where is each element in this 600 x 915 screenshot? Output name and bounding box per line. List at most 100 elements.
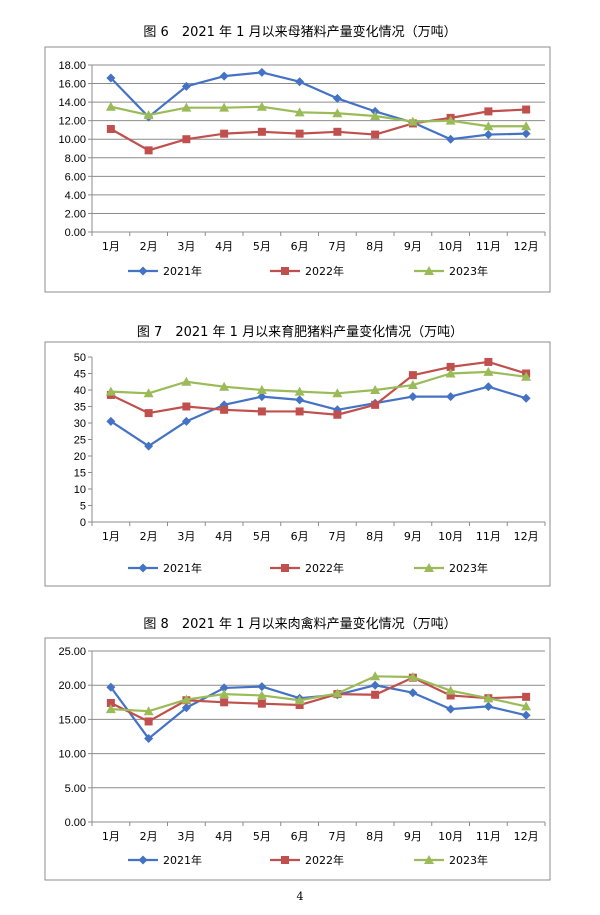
data-point [483, 693, 494, 703]
data-point [371, 400, 380, 409]
data-point [257, 407, 266, 416]
data-point [106, 682, 116, 692]
data-point [407, 671, 418, 681]
y-tick-label: 12.00 [58, 116, 86, 128]
data-point [257, 127, 266, 136]
y-tick-label: 15.00 [58, 714, 86, 726]
chart-svg: 0 5 10 15 20 25 30 35 40 45 50 1月 2月 3月 4月 5月 6月 7月 8月 9月 10… [44, 341, 551, 587]
x-tick-label: 5月 [253, 830, 271, 843]
data-point [219, 381, 230, 391]
y-tick-label: 0 [80, 517, 86, 529]
legend-label: 2022年 [305, 853, 344, 867]
series-line [110, 676, 527, 723]
data-point [294, 107, 305, 117]
series-line [110, 108, 527, 152]
x-tick-label: 7月 [328, 830, 346, 843]
y-tick-label: 20 [74, 451, 86, 463]
y-tick-label: 0.00 [65, 227, 86, 239]
legend-item: 2022年 [270, 264, 344, 278]
x-tick-label: 9月 [404, 830, 422, 843]
legend-label: 2022年 [305, 264, 344, 278]
x-tick-label: 1月 [102, 830, 120, 843]
data-point [143, 110, 154, 120]
data-point [445, 115, 456, 125]
x-tick-label: 5月 [253, 530, 271, 543]
chart-frame [44, 341, 551, 587]
x-tick-label: 3月 [177, 830, 195, 843]
data-point [219, 102, 230, 112]
data-point [181, 416, 191, 426]
data-point [294, 695, 305, 705]
data-point [106, 416, 116, 426]
data-point [295, 395, 305, 405]
data-point [144, 717, 153, 726]
y-tick-label: 10.00 [58, 749, 86, 761]
data-point [143, 706, 154, 716]
data-point [446, 704, 456, 714]
data-point [407, 116, 418, 126]
data-point [181, 703, 191, 713]
legend-marker [424, 563, 434, 572]
data-point [181, 694, 192, 704]
y-tick-label: 10 [74, 484, 86, 496]
legend-label: 2023年 [449, 561, 488, 575]
data-point [407, 380, 418, 390]
chart-frame [44, 46, 551, 293]
data-point [257, 682, 267, 692]
legend-label: 2023年 [449, 264, 488, 278]
x-tick-label: 12月 [514, 830, 539, 843]
legend-label: 2021年 [163, 264, 202, 278]
x-tick-label: 6月 [291, 830, 309, 843]
data-point [295, 77, 305, 87]
x-tick-label: 4月 [215, 240, 233, 253]
y-tick-label: 5 [80, 501, 86, 513]
y-tick-label: 50 [74, 352, 86, 364]
data-point [408, 392, 418, 402]
data-point [483, 130, 493, 140]
data-point [182, 135, 191, 144]
y-tick-label: 10.00 [58, 134, 86, 146]
figure-8: 图 8 2021 年 1 月以来肉禽料产量变化情况（万吨） 0.00 5.00 10… [0, 595, 600, 885]
series-2022年 [106, 357, 531, 419]
x-tick-label: 2月 [140, 830, 158, 843]
y-tick-label: 2.00 [65, 208, 86, 220]
y-tick-label: 4.00 [65, 190, 86, 202]
data-point [219, 689, 230, 699]
y-tick-label: 16.00 [58, 79, 86, 91]
legend-marker [138, 855, 148, 865]
data-point [182, 402, 191, 411]
x-tick-label: 10月 [438, 240, 463, 253]
data-point [370, 680, 380, 690]
data-point [408, 688, 418, 698]
x-tick-label: 7月 [328, 530, 346, 543]
x-tick-label: 12月 [514, 530, 539, 543]
data-point [181, 376, 192, 386]
x-tick-label: 8月 [366, 530, 384, 543]
legend-label: 2021年 [163, 561, 202, 575]
data-point [370, 671, 381, 681]
data-point [257, 392, 267, 402]
data-point [257, 67, 267, 77]
data-point [483, 366, 494, 376]
data-point [522, 105, 531, 114]
y-tick-label: 14.00 [58, 97, 86, 109]
chart-svg: 0.00 2.00 4.00 6.00 8.00 10.00 12.00 14.00 16.00… [44, 46, 551, 293]
x-tick-label: 12月 [514, 240, 539, 253]
y-tick-label: 5.00 [65, 783, 86, 795]
data-point [256, 385, 267, 394]
data-point [446, 362, 455, 371]
x-tick-label: 2月 [140, 240, 158, 253]
data-point [181, 102, 192, 112]
data-point [370, 111, 381, 121]
legend-marker [138, 266, 148, 276]
x-tick-label: 1月 [102, 240, 120, 253]
page-number: 4 [296, 890, 304, 903]
data-point [521, 710, 531, 720]
x-tick-label: 3月 [177, 240, 195, 253]
data-point [446, 392, 456, 402]
y-tick-label: 0.00 [65, 817, 86, 829]
data-point [181, 81, 191, 91]
y-tick-label: 25 [74, 435, 86, 447]
x-tick-label: 11月 [476, 530, 501, 543]
data-point [295, 701, 304, 710]
